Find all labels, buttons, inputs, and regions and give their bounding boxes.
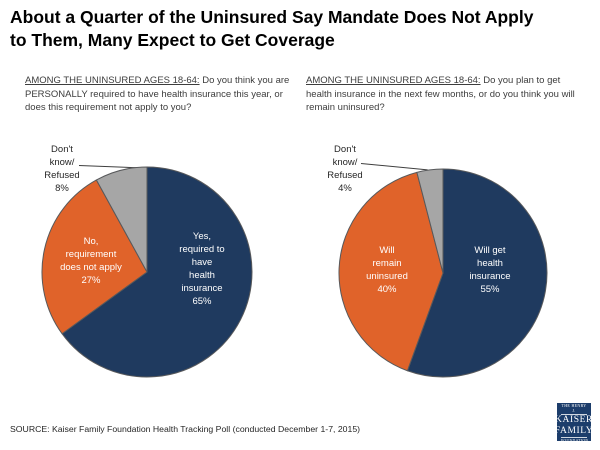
question-left-rest: Do you think you are PERSONALLY required… [25, 75, 290, 113]
pie-slice-yes-required [61, 166, 253, 378]
kff-logo-line-kaiser: KAISER [555, 415, 593, 425]
question-left: AMONG THE UNINSURED AGES 18-64: Do you t… [25, 74, 299, 115]
pie-svg-left [41, 166, 253, 378]
kff-logo-line-family: FAMILY [554, 425, 594, 436]
kff-logo-line-foundation: FOUNDATION [561, 437, 589, 443]
kff-logo: THE HENRY J. KAISER FAMILY FOUNDATION [554, 401, 594, 443]
pie-chart-right: Will get health insurance 55% Will remai… [337, 167, 549, 379]
pie-slice-dont-know [95, 166, 148, 273]
source-text: SOURCE: Kaiser Family Foundation Health … [10, 424, 361, 434]
question-right-lead: AMONG THE UNINSURED AGES 18-64: [306, 75, 481, 86]
pie-slice-no-not-apply [41, 179, 148, 335]
pie-slice-will-remain [338, 171, 444, 372]
pie-slice-dont-know [416, 168, 444, 274]
slice-label-yes-required: Yes, required to have health insurance 6… [179, 231, 225, 307]
question-right: AMONG THE UNINSURED AGES 18-64: Do you p… [306, 74, 588, 115]
slice-label-will-get: Will get health insurance 55% [469, 245, 511, 295]
pie-chart-left: Yes, required to have health insurance 6… [40, 165, 254, 379]
kff-logo-line-henry: THE HENRY J. [561, 401, 587, 415]
dk-callout-label-right: Don't know/ Refused 4% [327, 144, 363, 194]
slice-label-will-remain: Will remain uninsured 40% [366, 245, 408, 295]
pie-svg-right [338, 168, 548, 378]
slice-label-no-not-apply: No, requirement does not apply 27% [60, 236, 122, 286]
question-right-rest: Do you plan to get health insurance in t… [306, 75, 575, 113]
page-title: About a Quarter of the Uninsured Say Man… [10, 7, 534, 51]
dk-callout-label-left: Don't know/ Refused 8% [44, 144, 80, 194]
question-left-lead: AMONG THE UNINSURED AGES 18-64: [25, 75, 200, 86]
pie-slice-will-get [406, 168, 548, 378]
